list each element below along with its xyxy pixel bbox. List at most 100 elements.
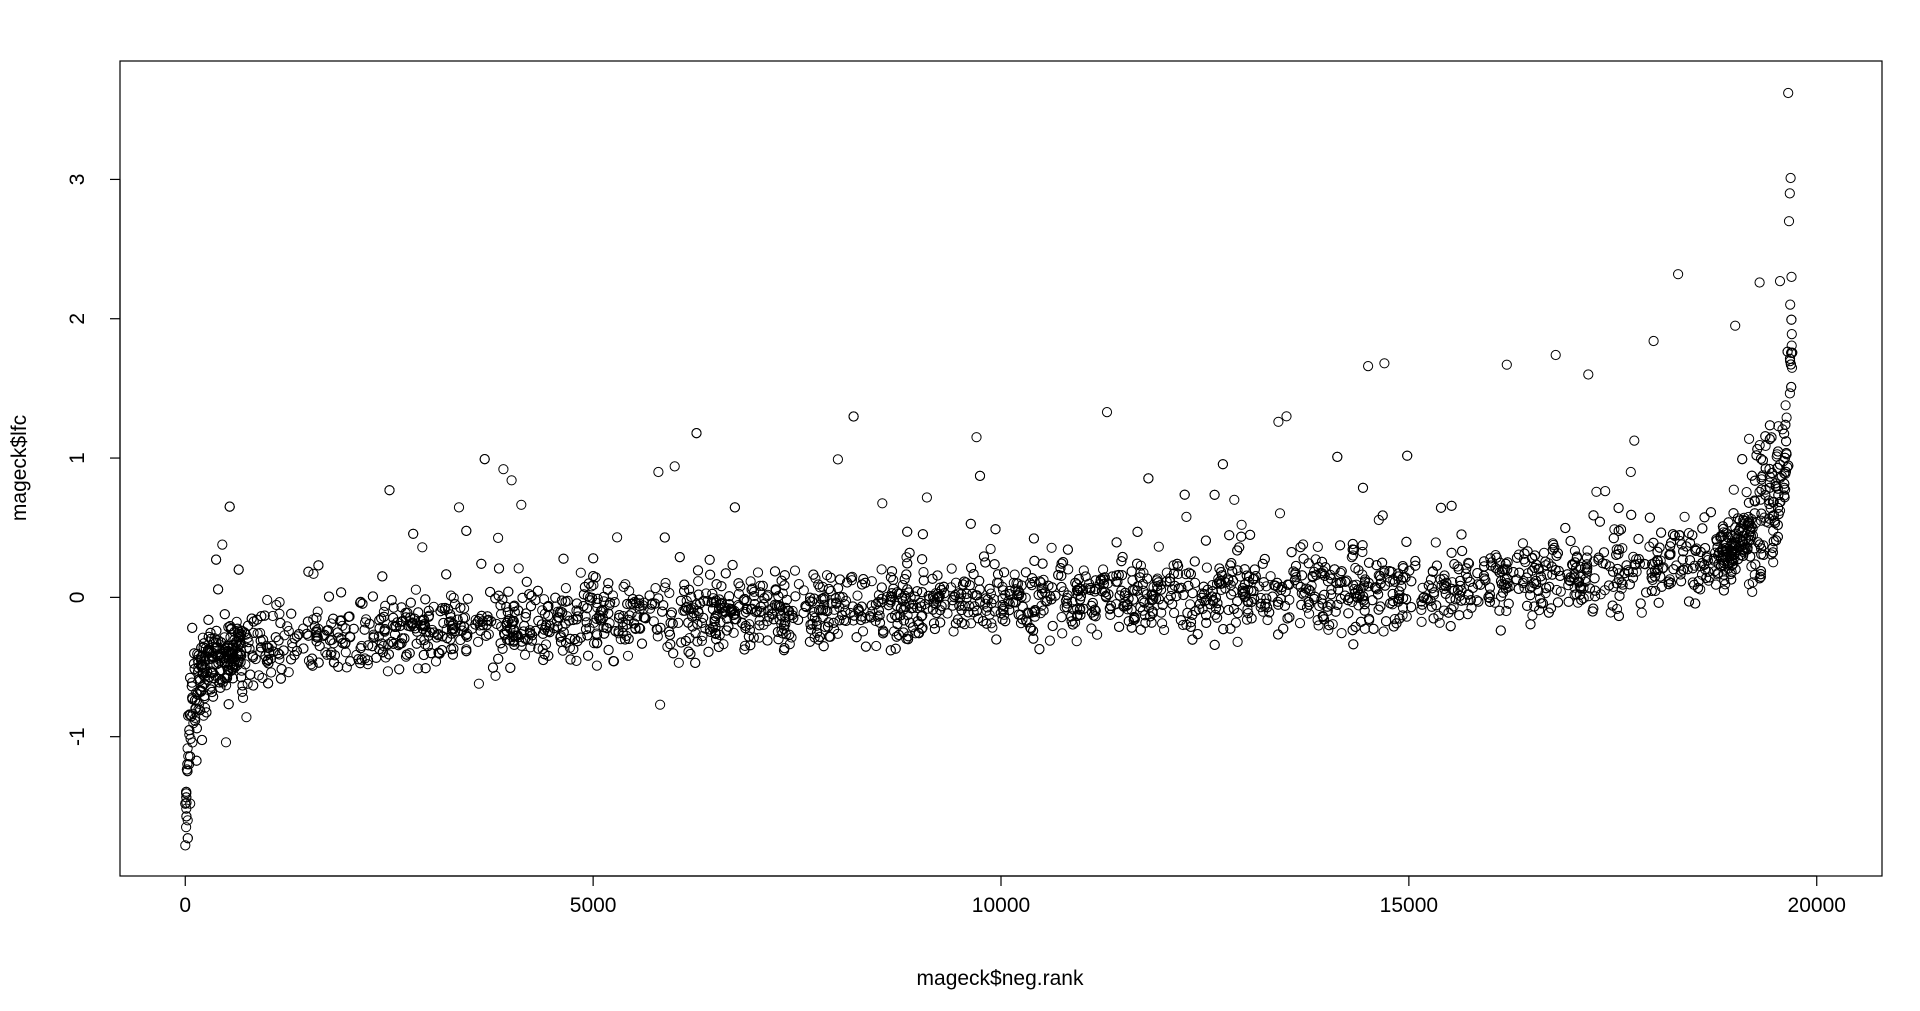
data-point — [1173, 568, 1184, 580]
data-point — [1786, 381, 1797, 393]
data-point — [1619, 568, 1630, 579]
data-point — [1565, 575, 1576, 587]
data-point — [1779, 482, 1790, 493]
data-point — [181, 822, 192, 833]
data-point — [695, 598, 706, 609]
data-point — [1784, 388, 1796, 399]
data-point — [971, 432, 982, 443]
data-point — [1105, 609, 1116, 621]
data-point — [1347, 625, 1358, 636]
data-point — [420, 663, 431, 674]
data-point — [1625, 466, 1636, 478]
data-point — [685, 648, 696, 660]
data-point — [442, 633, 453, 644]
data-point — [1189, 556, 1200, 567]
data-point — [329, 657, 340, 668]
data-point — [1210, 592, 1222, 603]
data-point — [1350, 562, 1361, 574]
data-point — [445, 590, 457, 601]
data-point — [1347, 544, 1358, 555]
data-point — [1175, 615, 1187, 626]
data-point — [725, 603, 736, 615]
data-point — [256, 611, 267, 622]
x-tick-label: 10000 — [972, 894, 1030, 917]
data-point — [1332, 451, 1343, 462]
data-point — [1708, 553, 1719, 564]
data-point — [271, 599, 282, 611]
data-point — [195, 705, 206, 716]
data-point — [877, 625, 889, 636]
data-point — [1764, 420, 1776, 431]
data-point — [902, 558, 913, 569]
data-point — [623, 633, 634, 645]
data-point — [1225, 623, 1236, 634]
data-point — [1423, 580, 1434, 591]
data-point — [719, 602, 730, 613]
data-point — [1756, 484, 1767, 495]
data-point — [1229, 494, 1240, 505]
data-point — [1325, 599, 1336, 610]
data-point — [1452, 584, 1464, 596]
data-point — [267, 610, 278, 622]
data-point — [1417, 582, 1428, 593]
data-point — [472, 616, 483, 627]
y-tick-label: 0 — [66, 592, 89, 604]
data-point — [1227, 566, 1238, 577]
data-point — [1760, 489, 1771, 501]
data-point — [493, 532, 504, 544]
data-point — [286, 654, 297, 665]
data-point — [1246, 596, 1257, 608]
data-point — [1653, 597, 1664, 608]
data-point — [503, 586, 514, 597]
data-point — [1200, 535, 1212, 546]
data-point — [1701, 572, 1712, 584]
data-point — [932, 570, 943, 581]
data-point — [1142, 573, 1153, 584]
data-point — [716, 581, 727, 592]
data-point — [1350, 621, 1361, 633]
data-point — [422, 641, 433, 652]
data-point — [388, 602, 399, 613]
data-point — [1388, 621, 1399, 632]
data-point — [954, 600, 965, 611]
data-point — [1187, 609, 1198, 621]
data-point — [679, 605, 691, 616]
data-point — [578, 589, 590, 600]
data-point — [698, 595, 709, 607]
data-point — [1582, 545, 1593, 556]
data-point — [1581, 552, 1593, 563]
data-point — [1047, 620, 1058, 632]
data-point — [1764, 434, 1775, 445]
data-point — [1358, 595, 1370, 606]
data-point — [227, 646, 239, 657]
data-point — [355, 643, 366, 654]
data-point — [1549, 542, 1560, 554]
data-point — [320, 647, 331, 658]
data-point — [543, 650, 554, 661]
data-point — [673, 657, 684, 668]
data-point — [588, 553, 599, 564]
data-point — [728, 609, 739, 621]
data-point — [921, 492, 933, 503]
data-point — [1148, 594, 1159, 605]
data-point — [1295, 581, 1306, 593]
data-point — [244, 643, 255, 655]
data-point — [1167, 598, 1178, 610]
data-point — [1257, 558, 1268, 569]
data-point — [1445, 621, 1456, 632]
data-point — [1244, 571, 1255, 582]
data-point — [860, 641, 872, 652]
data-point — [506, 619, 518, 630]
data-point — [274, 608, 285, 619]
data-point — [1607, 566, 1619, 577]
data-point — [1603, 580, 1615, 591]
data-point — [822, 621, 834, 632]
data-point — [205, 633, 216, 644]
data-point — [1273, 416, 1284, 427]
data-point — [948, 626, 959, 637]
data-point — [1446, 500, 1457, 511]
data-point — [1503, 598, 1514, 609]
data-point — [780, 612, 791, 623]
data-point — [449, 599, 461, 610]
data-point — [1056, 558, 1067, 569]
